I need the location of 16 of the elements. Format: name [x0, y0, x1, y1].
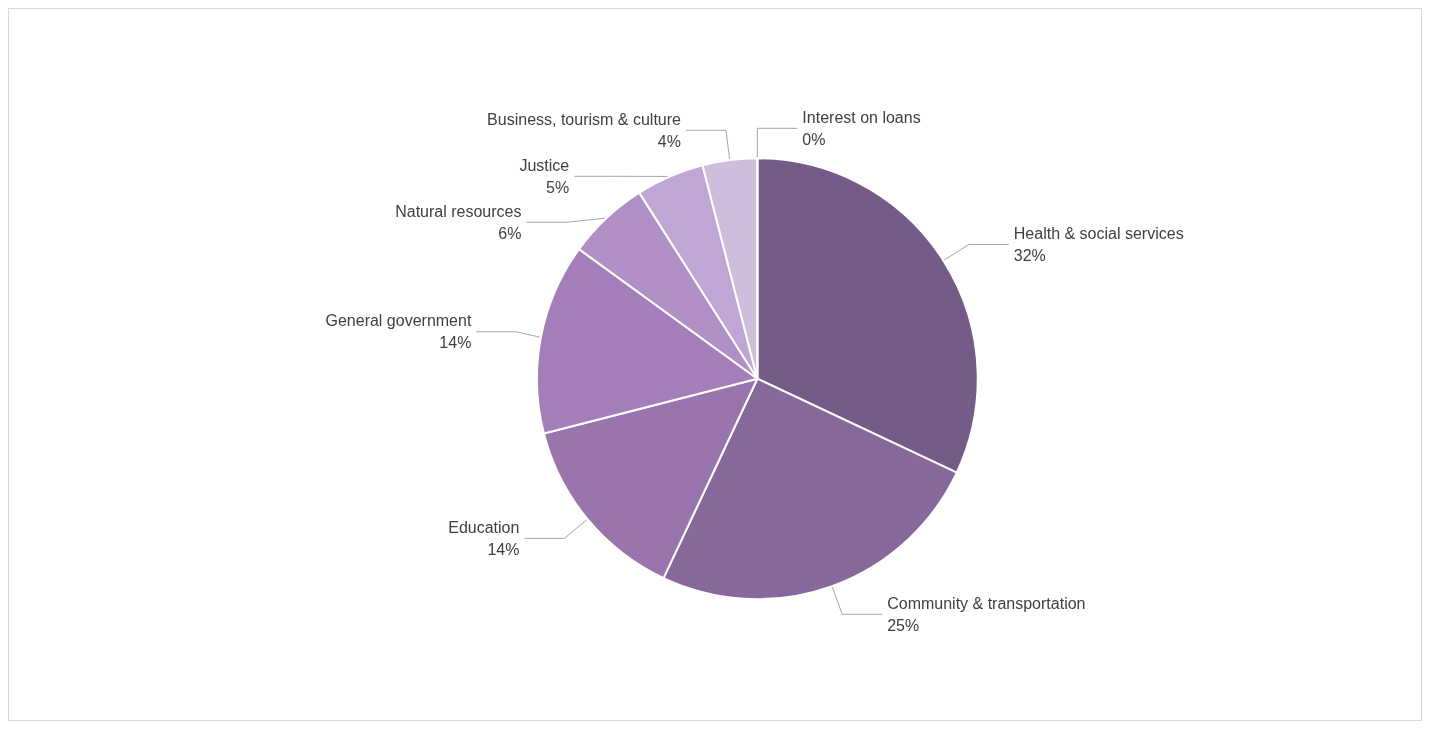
data-label: 25%	[887, 616, 920, 634]
data-label: 5%	[546, 178, 570, 196]
slice-label: General government	[325, 312, 472, 330]
slice-label: Business, tourism & culture	[487, 110, 682, 128]
slice-label: Community & transportation	[887, 594, 1086, 612]
slice-label: Education	[448, 518, 520, 536]
slice-label: Justice	[519, 156, 570, 174]
data-label: 14%	[439, 334, 472, 352]
text: 0%	[802, 130, 826, 148]
category-label: Interest on loans	[802, 108, 921, 126]
data-label: 4%	[657, 132, 681, 150]
data-label: 6%	[498, 224, 522, 242]
data-label: 32%	[1013, 247, 1046, 265]
slice-label: Health & social services	[1013, 225, 1184, 243]
slice-label: Natural resources	[395, 202, 522, 220]
data-label: 14%	[487, 540, 520, 558]
